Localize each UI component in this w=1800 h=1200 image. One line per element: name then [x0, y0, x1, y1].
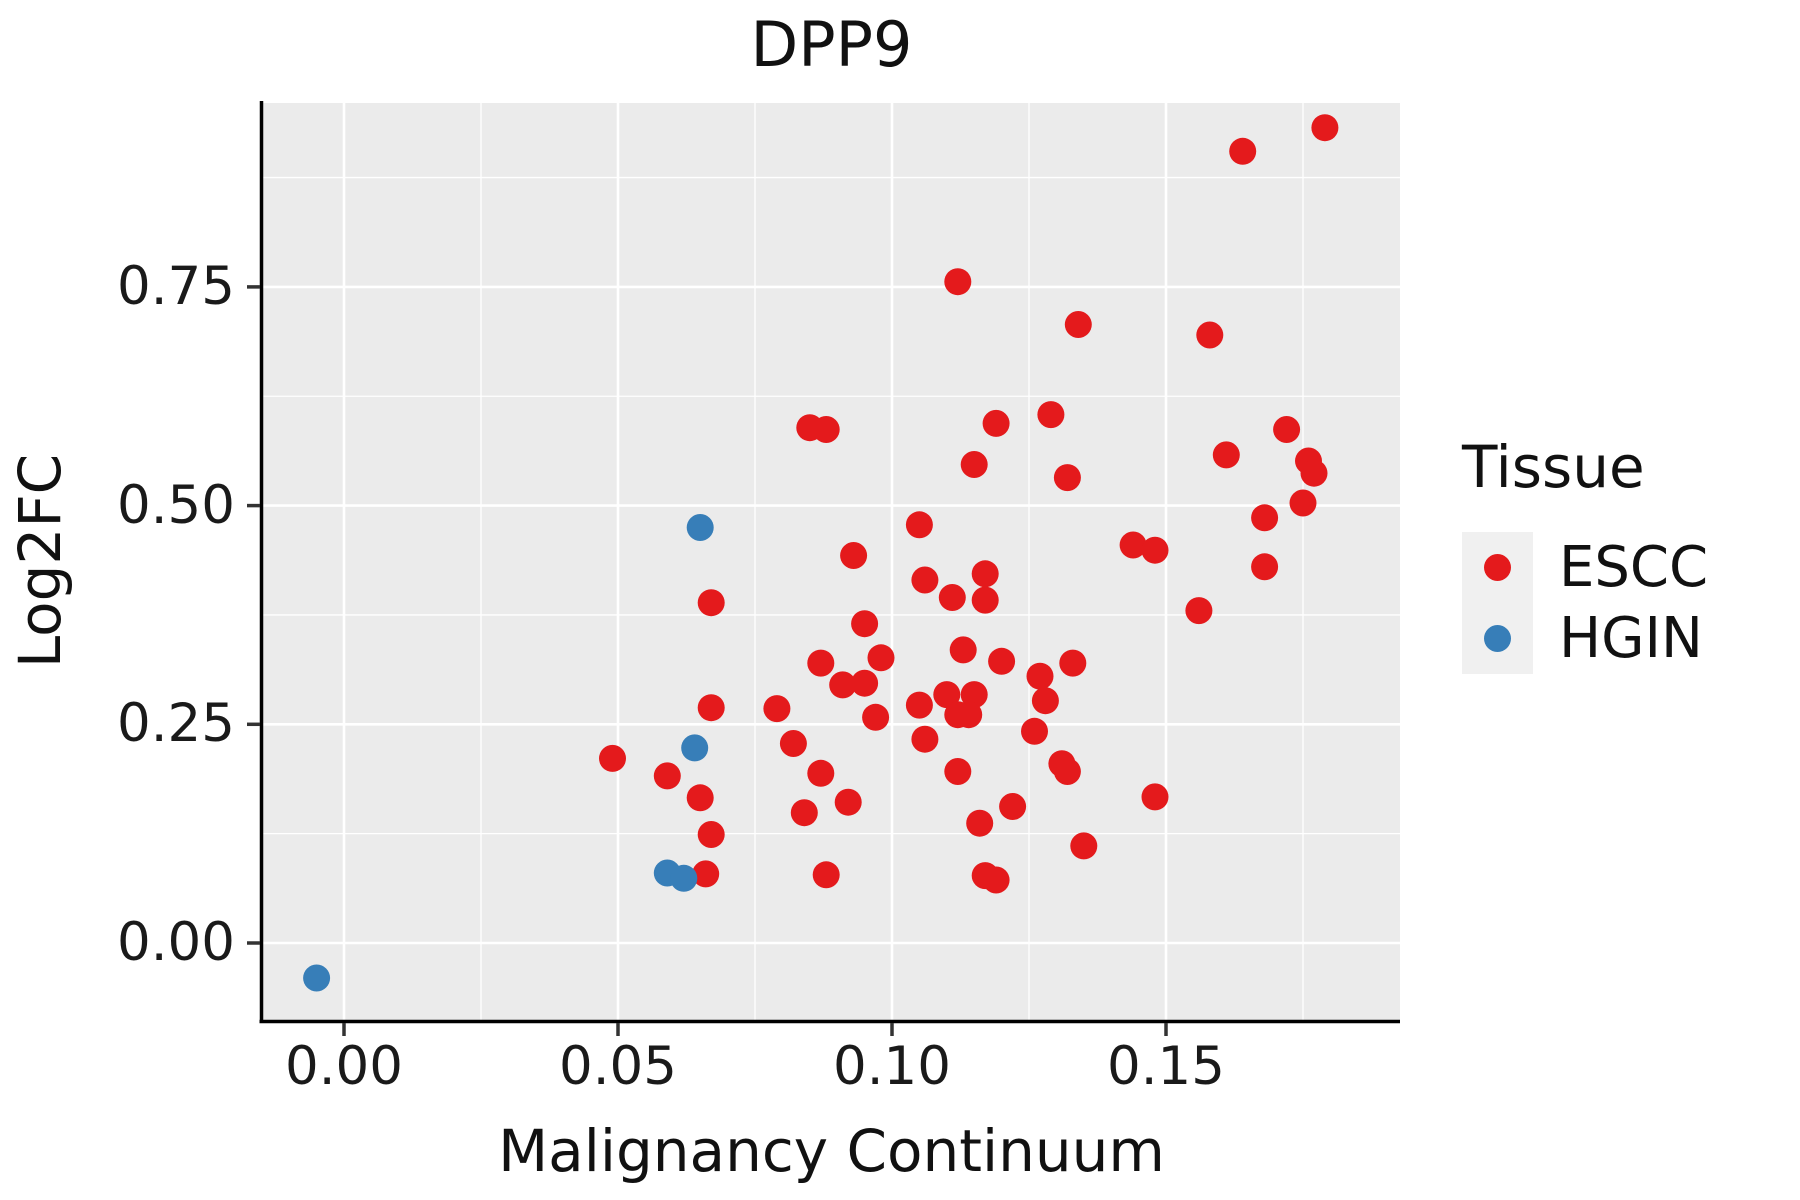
data-point-escc [1053, 464, 1081, 492]
data-point-escc [1031, 687, 1059, 715]
legend: Tissue ESCC HGIN [1462, 432, 1792, 674]
data-point-escc [944, 268, 972, 296]
legend-label: HGIN [1559, 606, 1703, 671]
x-tick-label: 0.00 [284, 1036, 404, 1097]
y-tick-label: 0.75 [116, 255, 235, 317]
legend-key [1462, 532, 1533, 603]
x-tick-label: 0.10 [832, 1036, 952, 1097]
data-point-escc [1026, 662, 1054, 690]
data-point-escc [812, 416, 840, 443]
data-point-escc [1251, 553, 1279, 581]
data-point-escc [851, 610, 879, 638]
legend-row-hgin: HGIN [1462, 603, 1792, 674]
data-point-escc [1064, 311, 1092, 338]
data-point-hgin [670, 864, 698, 892]
data-point-escc [982, 866, 1010, 894]
data-point-escc [905, 691, 933, 719]
data-point-escc [834, 788, 862, 816]
data-point-escc [1021, 717, 1048, 745]
x-axis-title: Malignancy Continuum [498, 1117, 1165, 1185]
data-point-escc [999, 793, 1027, 820]
data-point-escc [960, 451, 988, 478]
data-point-escc [697, 589, 725, 617]
data-point-escc [955, 701, 983, 729]
data-point-escc [944, 758, 972, 785]
legend-dot-escc [1484, 554, 1511, 581]
data-point-escc [599, 744, 626, 772]
data-point-escc [1185, 597, 1213, 625]
data-point-escc [862, 703, 890, 731]
data-point-escc [988, 647, 1016, 675]
data-point-hgin [681, 734, 709, 762]
legend-row-escc: ESCC [1462, 532, 1792, 603]
data-point-escc [971, 586, 999, 614]
data-point-escc [1053, 758, 1081, 785]
legend-label: ESCC [1559, 535, 1709, 600]
y-tick-label: 0.25 [116, 693, 235, 755]
x-tick-label: 0.05 [558, 1036, 678, 1097]
plot-title: DPP9 [750, 8, 913, 81]
legend-title: Tissue [1462, 433, 1645, 501]
data-point-hgin [303, 964, 331, 992]
data-point-escc [1212, 441, 1240, 469]
data-point-escc [1141, 783, 1169, 811]
data-point-escc [911, 725, 939, 753]
data-point-escc [1311, 114, 1339, 142]
data-point-escc [867, 644, 895, 672]
data-point-escc [966, 809, 994, 837]
data-point-escc [653, 762, 681, 790]
y-tick-label: 0.50 [116, 474, 235, 536]
data-point-escc [971, 560, 999, 588]
data-point-escc [1251, 504, 1279, 532]
data-point-escc [779, 730, 807, 757]
data-point-escc [1141, 536, 1169, 564]
data-point-escc [807, 649, 835, 677]
data-point-escc [763, 695, 791, 723]
data-point-escc [1070, 832, 1098, 860]
data-point-escc [840, 542, 868, 569]
legend-key [1462, 603, 1533, 674]
data-point-escc [1037, 401, 1065, 429]
data-point-escc [697, 821, 725, 848]
data-point-escc [933, 681, 961, 709]
data-point-escc [905, 511, 933, 539]
data-point-escc [1059, 649, 1087, 677]
data-point-escc [829, 671, 857, 699]
data-point-hgin [686, 514, 714, 541]
data-point-escc [1229, 137, 1257, 165]
y-axis-title: Log2FC [6, 453, 74, 669]
data-point-escc [1300, 459, 1328, 487]
data-point-escc [1119, 531, 1147, 559]
data-point-escc [697, 694, 725, 722]
data-point-escc [790, 799, 818, 827]
data-point-escc [851, 669, 879, 697]
data-point-escc [982, 409, 1010, 437]
data-point-escc [1196, 321, 1224, 349]
x-tick-label: 0.15 [1106, 1036, 1226, 1097]
legend-dot-hgin [1484, 625, 1511, 652]
data-point-escc [938, 584, 966, 611]
data-point-escc [1289, 489, 1317, 517]
data-point-escc [692, 860, 720, 888]
y-tick-label: 0.00 [116, 912, 235, 973]
data-point-escc [1273, 416, 1301, 443]
data-point-escc [911, 566, 939, 594]
data-point-escc [686, 784, 714, 812]
data-point-escc [807, 759, 835, 787]
data-point-escc [812, 861, 840, 889]
data-point-escc [949, 636, 977, 664]
legend-rows: ESCC HGIN [1462, 532, 1792, 674]
